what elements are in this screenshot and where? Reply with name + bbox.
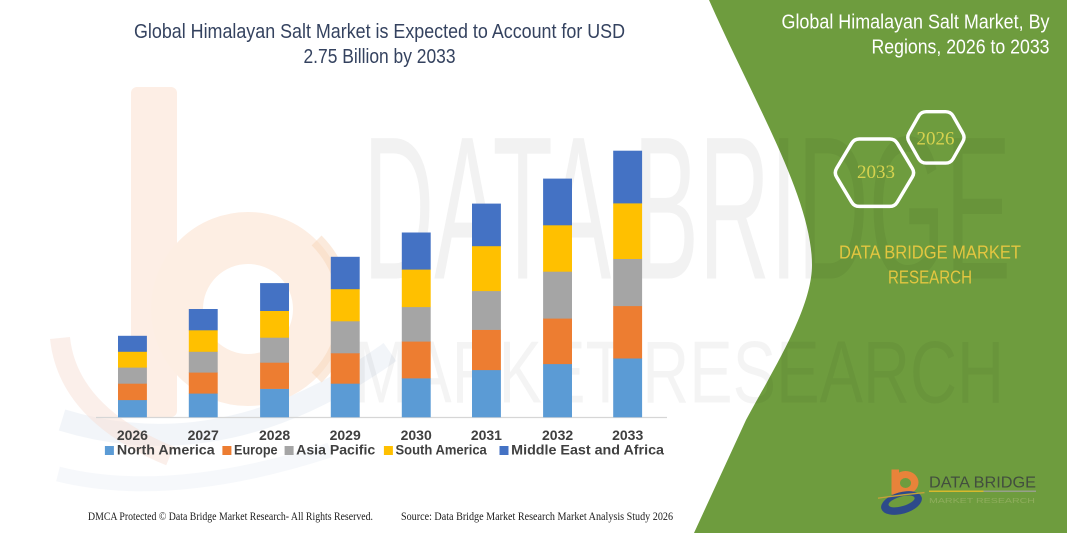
svg-text:DATA BRIDGE MARKET: DATA BRIDGE MARKET (839, 243, 1021, 263)
svg-text:Asia Pacific: Asia Pacific (296, 443, 376, 458)
svg-text:2030: 2030 (401, 427, 432, 443)
svg-text:2032: 2032 (542, 427, 573, 443)
svg-text:2028: 2028 (259, 427, 290, 443)
svg-text:Source: Data Bridge Market Res: Source: Data Bridge Market Research Mark… (401, 511, 673, 523)
svg-text:2027: 2027 (188, 427, 219, 443)
svg-text:2026: 2026 (117, 427, 148, 443)
svg-text:Europe: Europe (234, 443, 278, 458)
svg-text:Global Himalayan Salt Market i: Global Himalayan Salt Market is Expected… (134, 20, 625, 43)
svg-text:2033: 2033 (612, 427, 643, 443)
svg-text:2031: 2031 (471, 427, 502, 443)
svg-text:North America: North America (117, 443, 215, 458)
svg-text:Middle East and Africa: Middle East and Africa (511, 443, 664, 458)
svg-text:2033: 2033 (857, 162, 895, 183)
svg-text:RESEARCH: RESEARCH (888, 267, 972, 287)
svg-text:Regions, 2026 to 2033: Regions, 2026 to 2033 (872, 35, 1050, 58)
svg-text:DATA BRIDGE: DATA BRIDGE (929, 475, 1036, 492)
svg-text:MARKET RESEARCH: MARKET RESEARCH (929, 496, 1035, 505)
svg-text:2026: 2026 (917, 129, 955, 150)
svg-text:MARKET RESEARCH: MARKET RESEARCH (354, 323, 1004, 422)
svg-text:Global Himalayan Salt Market,: Global Himalayan Salt Market, By (782, 11, 1051, 34)
svg-text:DMCA Protected © Data Bridge M: DMCA Protected © Data Bridge Market Rese… (88, 511, 373, 523)
svg-text:2029: 2029 (330, 427, 361, 443)
svg-text:2.75 Billion by 2033: 2.75 Billion by 2033 (304, 45, 456, 68)
svg-text:DATA BRIDGE: DATA BRIDGE (363, 95, 1011, 323)
svg-text:South America: South America (396, 443, 488, 458)
